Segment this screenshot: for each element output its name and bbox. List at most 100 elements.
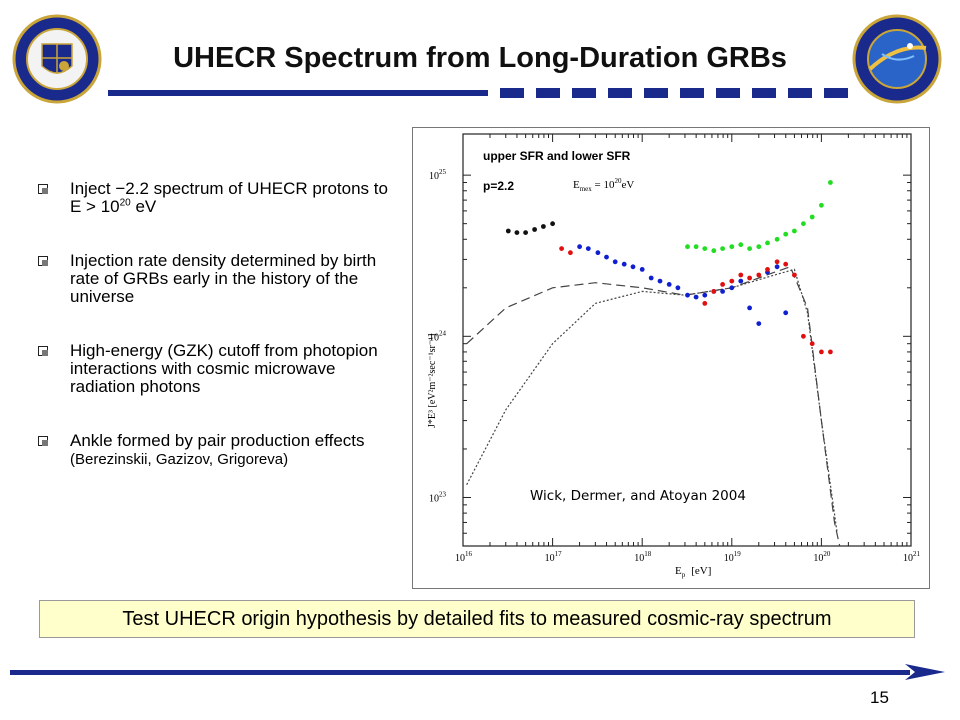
data-point — [792, 272, 797, 278]
data-point — [585, 246, 591, 251]
bullet-superscript: 20 — [119, 197, 131, 209]
data-point — [747, 305, 752, 311]
citation-annotation: Wick, Dermer, and Atoyan 2004 — [530, 488, 746, 504]
data-point — [783, 231, 789, 237]
data-point — [720, 289, 725, 294]
checkbox-bullet-icon — [38, 184, 48, 194]
data-point — [801, 221, 806, 227]
conclusion-caption: Test UHECR origin hypothesis by detailed… — [39, 600, 915, 638]
data-point — [711, 289, 717, 294]
data-point — [729, 285, 735, 291]
data-point — [702, 292, 708, 298]
data-point — [819, 349, 824, 355]
bullet-inject: Inject −2.2 spectrum of UHECR protons to… — [34, 180, 394, 216]
data-point — [621, 261, 627, 267]
data-point — [612, 259, 618, 265]
data-point — [675, 285, 681, 291]
data-point — [756, 321, 762, 326]
spectrum-chart: 1016 1017 1018 1019 1020 1021 1023 1024 1025 upp… — [427, 133, 921, 579]
nrl-seal-logo — [12, 14, 102, 104]
data-point — [765, 267, 770, 272]
x-tick-label: 1018 — [634, 550, 652, 564]
page-number: 15 — [870, 688, 889, 707]
x-axis-label: Ep [eV] — [675, 565, 711, 579]
data-point — [685, 244, 690, 250]
checkbox-bullet-icon — [38, 256, 48, 266]
bullet-ankle: Ankle formed by pair production effects … — [34, 432, 394, 469]
data-point — [828, 349, 833, 355]
y-tick-label: 1025 — [429, 168, 447, 182]
y-tick-label: 1024 — [429, 329, 447, 343]
data-point — [765, 240, 770, 246]
data-point — [595, 250, 601, 256]
plot-area-frame — [462, 133, 912, 547]
data-point — [819, 202, 824, 208]
data-point — [657, 278, 663, 284]
data-point — [514, 230, 520, 235]
data-point — [828, 180, 833, 185]
y-axis-label: J*E³ [eV²m⁻²sec⁻¹sr⁻¹] — [427, 334, 438, 428]
data-point — [630, 264, 636, 270]
data-point — [747, 275, 752, 281]
annotation-background — [521, 482, 793, 508]
x-tick-label: 1017 — [545, 550, 563, 564]
x-tick-label: 1019 — [724, 550, 742, 564]
data-point — [783, 261, 789, 267]
data-point — [541, 224, 546, 229]
data-point — [774, 236, 780, 242]
data-point — [532, 227, 537, 232]
bullet-list: Inject −2.2 spectrum of UHECR protons to… — [34, 180, 394, 505]
data-point — [774, 264, 780, 270]
bullet-text: Inject — [70, 179, 116, 198]
data-point — [693, 294, 699, 300]
footer-arrow-line — [10, 664, 945, 680]
data-point — [559, 246, 564, 251]
panel-title: upper SFR and lower SFR — [483, 149, 631, 163]
data-point — [738, 272, 744, 278]
spectrum-figure: 1016 1017 1018 1019 1020 1021 1023 1024 1025 upp… — [412, 127, 930, 589]
data-point — [604, 254, 609, 260]
bullet-text: Injection rate density determined by bir… — [70, 251, 377, 306]
bullet-text: Ankle formed by pair production effects — [70, 431, 365, 450]
data-point — [693, 244, 699, 250]
data-point — [729, 244, 735, 250]
data-point — [568, 250, 573, 256]
data-point — [720, 246, 725, 251]
data-point — [720, 282, 725, 287]
data-point — [756, 272, 762, 278]
data-point — [783, 310, 789, 316]
data-point — [505, 228, 511, 234]
data-point — [792, 228, 797, 234]
data-point — [774, 259, 780, 265]
checkbox-bullet-icon — [38, 436, 48, 446]
data-point — [809, 214, 815, 220]
x-tick-label: 1020 — [813, 550, 831, 564]
data-point — [685, 292, 690, 298]
data-point — [801, 333, 806, 339]
slide-title: UHECR Spectrum from Long-Duration GRBs — [173, 42, 787, 74]
data-point — [711, 248, 717, 254]
x-tick-label: 1021 — [903, 550, 921, 564]
emax-label: Emex = 1020eV — [573, 177, 634, 193]
space-science-division-seal-logo — [852, 14, 942, 104]
data-point — [738, 242, 744, 248]
data-point — [648, 275, 654, 281]
bullet-text: eV — [130, 197, 157, 216]
data-point — [702, 301, 708, 306]
data-point — [702, 246, 708, 251]
data-point — [729, 278, 735, 284]
data-point — [577, 244, 582, 250]
bullet-text: −2.2 — [115, 179, 149, 198]
data-point — [639, 267, 645, 272]
p-label: p=2.2 — [483, 179, 514, 193]
data-point — [809, 341, 815, 347]
title-underline-bar — [108, 88, 848, 98]
data-point — [550, 221, 555, 227]
data-point — [523, 230, 528, 235]
bullet-injection-rate: Injection rate density determined by bir… — [34, 252, 394, 306]
bullet-citation: (Berezinskii, Gazizov, Grigoreva) — [70, 451, 289, 468]
data-point — [756, 244, 762, 250]
x-tick-label: 1016 — [455, 550, 473, 564]
checkbox-bullet-icon — [38, 346, 48, 356]
data-point — [747, 246, 752, 251]
